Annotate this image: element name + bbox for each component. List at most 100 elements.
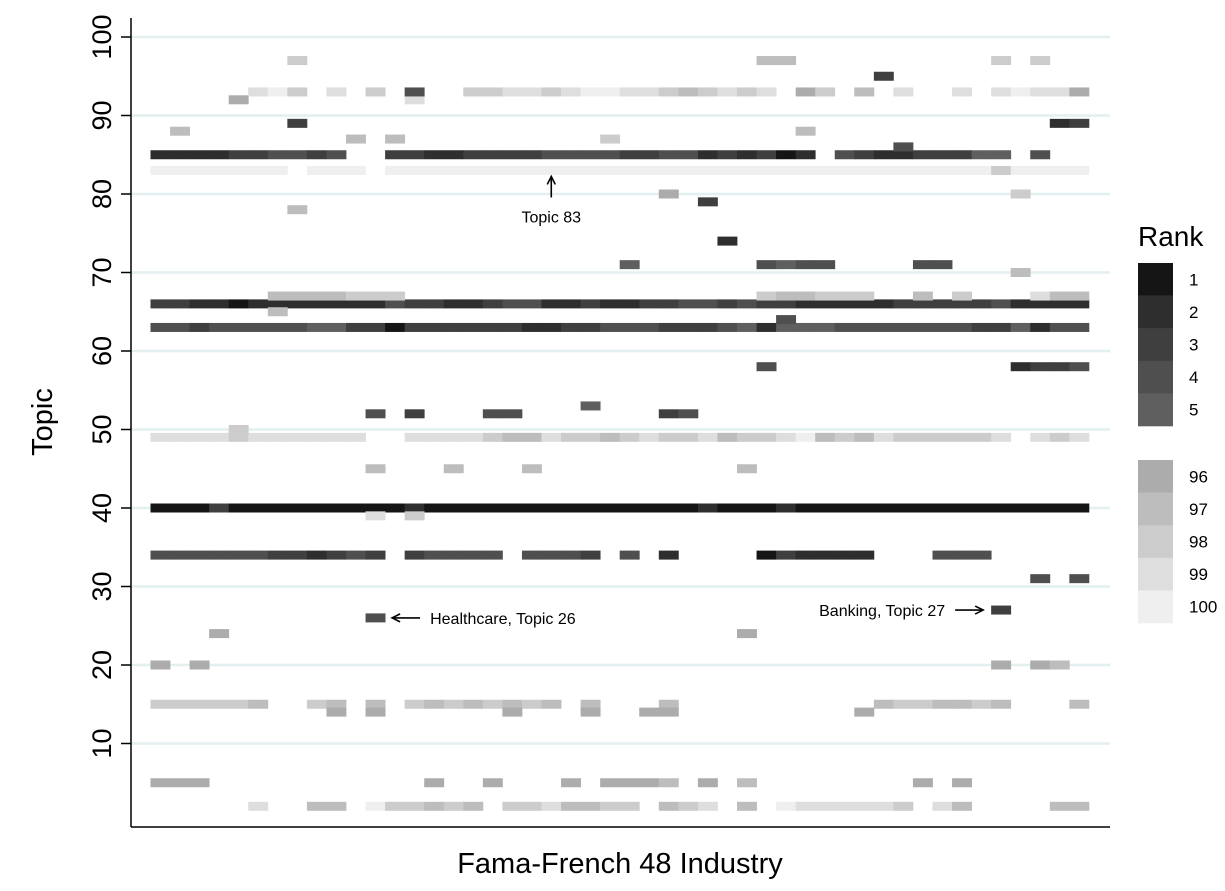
heatmap-cell [190,299,210,308]
heatmap-cell [522,150,542,159]
heatmap-cell [424,166,444,175]
heatmap-cell [385,323,405,332]
heatmap-cell [209,629,229,638]
heatmap-cell [854,87,874,96]
heatmap-cell [698,433,718,442]
heatmap-cell [502,409,522,418]
heatmap-cell [405,700,425,709]
heatmap-cell [444,433,464,442]
legend-label: 98 [1189,533,1208,552]
heatmap-cell [659,708,679,717]
heatmap-cell [405,551,425,560]
heatmap-cell [151,433,171,442]
heatmap-cell [170,323,190,332]
heatmap-cell [151,661,171,670]
heatmap-cell [1050,119,1070,128]
heatmap-cell [326,708,346,717]
heatmap-cell [933,504,953,513]
heatmap-cell [229,150,249,159]
heatmap-cell [757,56,777,65]
heatmap-cell [776,802,796,811]
heatmap-cell [444,323,464,332]
heatmap-cell [346,292,366,301]
heatmap-cell [1011,87,1031,96]
heatmap-cell [620,87,640,96]
heatmap-cell [659,150,679,159]
heatmap-cell [483,700,503,709]
heatmap-cell [1069,362,1089,371]
heatmap-cell [405,166,425,175]
heatmap-cell [581,87,601,96]
heatmap-cell [1069,323,1089,332]
legend-label: 97 [1189,500,1208,519]
heatmap-cell [268,307,288,316]
heatmap-cell [659,433,679,442]
heatmap-cell [307,299,327,308]
heatmap-cell [639,299,659,308]
heatmap-cell [326,433,346,442]
y-tick-label: 20 [87,650,117,680]
heatmap-cell [639,708,659,717]
heatmap-cell [1011,190,1031,199]
heatmap-cell [854,323,874,332]
heatmap-cell [287,205,307,214]
heatmap-cell [893,504,913,513]
heatmap-cell [229,166,249,175]
heatmap-cell [796,87,816,96]
heatmap-cell [248,802,268,811]
heatmap-cell [366,299,386,308]
heatmap-cell [1050,504,1070,513]
heatmap-cell [639,433,659,442]
heatmap-cell [170,166,190,175]
heatmap-cell [815,551,835,560]
heatmap-cell [502,150,522,159]
y-tick-label: 30 [87,571,117,601]
legend-label: 99 [1189,565,1208,584]
heatmap-cell [757,166,777,175]
heatmap-cell [385,166,405,175]
heatmap-cell [483,323,503,332]
legend-swatch [1138,296,1173,329]
heatmap-cell [854,299,874,308]
heatmap-cell [1069,802,1089,811]
heatmap-cell [639,778,659,787]
heatmap-cell [346,166,366,175]
heatmap-cell [952,433,972,442]
heatmap-cell [639,166,659,175]
heatmap-cell [815,802,835,811]
heatmap-cell [522,464,542,473]
heatmap-cell [835,292,855,301]
heatmap-cell [698,150,718,159]
heatmap-cell [874,299,894,308]
heatmap-cell [522,433,542,442]
heatmap-cell [639,150,659,159]
heatmap-cell [444,551,464,560]
heatmap-cell [796,150,816,159]
heatmap-cell [659,700,679,709]
heatmap-cell [502,323,522,332]
heatmap-cell [972,323,992,332]
heatmap-cell [287,150,307,159]
heatmap-cell [502,708,522,717]
heatmap-cell [1050,433,1070,442]
heatmap-cell [620,433,640,442]
heatmap-cell [268,551,288,560]
heatmap-cell [757,504,777,513]
heatmap-cell [424,299,444,308]
heatmap-cell [1069,700,1089,709]
legend-swatch [1138,493,1173,526]
heatmap-cell [385,299,405,308]
heatmap-cell [796,260,816,269]
heatmap-cell [248,433,268,442]
heatmap-cell [502,433,522,442]
heatmap-cell [893,166,913,175]
heatmap-cell [678,150,698,159]
legend-label: 4 [1189,368,1198,387]
heatmap-cell [248,299,268,308]
heatmap-cell [248,700,268,709]
heatmap-cell [522,299,542,308]
heatmap-cell [346,504,366,513]
heatmap-cell [874,166,894,175]
heatmap-cell [796,166,816,175]
heatmap-cell [287,433,307,442]
